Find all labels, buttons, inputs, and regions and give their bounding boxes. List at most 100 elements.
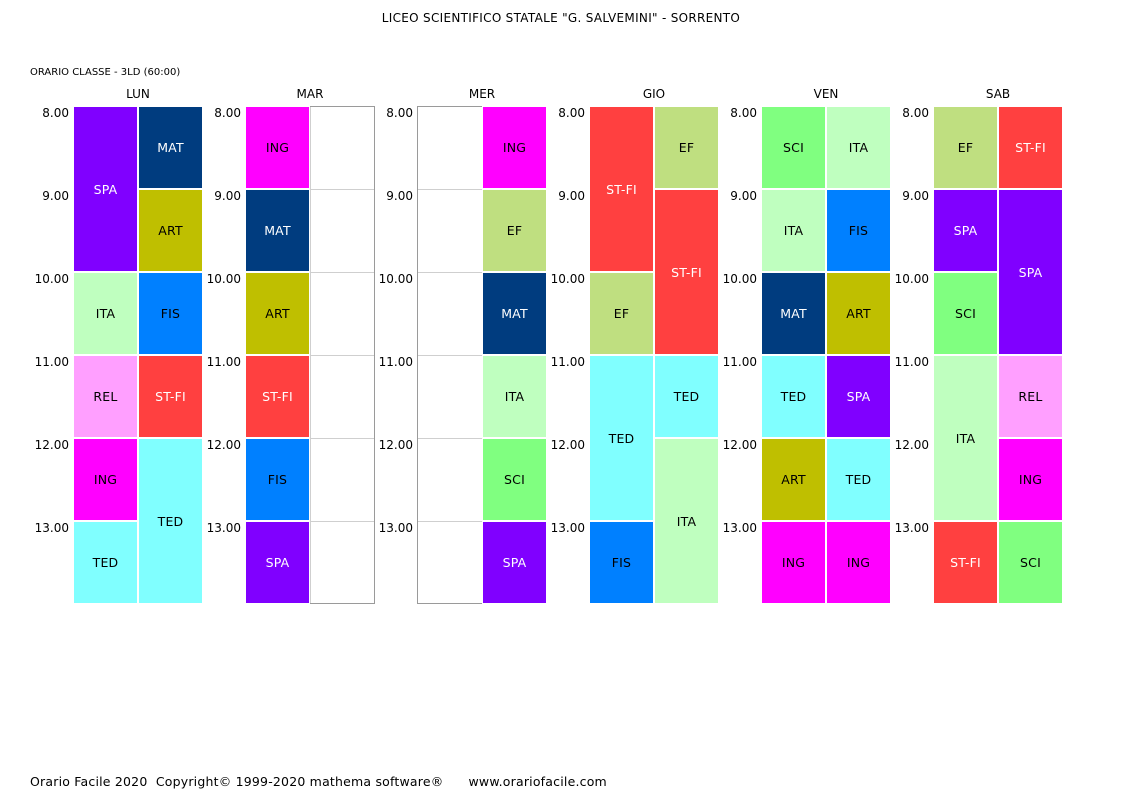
time-label: 8.00 <box>214 106 241 120</box>
day-header-mar: MAR <box>296 87 324 101</box>
time-label: 9.00 <box>42 189 69 203</box>
time-label: 10.00 <box>378 272 413 286</box>
lesson-cell-mat: MAT <box>245 189 310 272</box>
day-header-mer: MER <box>468 87 496 101</box>
lesson-cell-mat: MAT <box>482 272 547 355</box>
lesson-cell-spa: SPA <box>482 521 547 604</box>
lesson-cell-ted: TED <box>826 438 891 521</box>
time-label: 12.00 <box>894 438 929 452</box>
lesson-cell-sci: SCI <box>482 438 547 521</box>
footer-product: Orario Facile 2020 <box>30 774 148 789</box>
time-label: 13.00 <box>550 521 585 535</box>
lesson-cell-ef: EF <box>933 106 998 189</box>
grid-line <box>310 107 311 603</box>
lesson-cell-ita: ITA <box>761 189 826 272</box>
lesson-cell-spa: SPA <box>826 355 891 438</box>
lesson-cell-st-fi: ST-FI <box>654 189 719 355</box>
lesson-cell-ita: ITA <box>482 355 547 438</box>
time-label: 9.00 <box>214 189 241 203</box>
day-header-sab: SAB <box>985 87 1011 101</box>
time-label: 13.00 <box>206 521 241 535</box>
time-label: 12.00 <box>206 438 241 452</box>
lesson-cell-st-fi: ST-FI <box>138 355 203 438</box>
time-label: 13.00 <box>378 521 413 535</box>
lesson-cell-ef: EF <box>654 106 719 189</box>
lesson-cell-sci: SCI <box>998 521 1063 604</box>
time-label: 8.00 <box>386 106 413 120</box>
lesson-cell-ing: ING <box>245 106 310 189</box>
time-label: 11.00 <box>550 355 585 369</box>
lesson-cell-art: ART <box>245 272 310 355</box>
time-label: 11.00 <box>894 355 929 369</box>
time-label: 10.00 <box>894 272 929 286</box>
school-title: LICEO SCIENTIFICO STATALE "G. SALVEMINI"… <box>381 11 741 25</box>
time-label: 13.00 <box>34 521 69 535</box>
time-label: 10.00 <box>722 272 757 286</box>
time-label: 8.00 <box>558 106 585 120</box>
time-label: 9.00 <box>730 189 757 203</box>
lesson-cell-st-fi: ST-FI <box>998 106 1063 189</box>
lesson-cell-st-fi: ST-FI <box>589 106 654 272</box>
lesson-cell-st-fi: ST-FI <box>933 521 998 604</box>
lesson-cell-ing: ING <box>73 438 138 521</box>
lesson-cell-ing: ING <box>826 521 891 604</box>
lesson-cell-mat: MAT <box>761 272 826 355</box>
footer-copyright: Copyright© 1999-2020 mathema software® <box>155 774 444 789</box>
lesson-cell-ef: EF <box>589 272 654 355</box>
lesson-cell-art: ART <box>826 272 891 355</box>
lesson-cell-st-fi: ST-FI <box>245 355 310 438</box>
time-label: 12.00 <box>378 438 413 452</box>
day-header-gio: GIO <box>642 87 666 101</box>
lesson-cell-spa: SPA <box>73 106 138 272</box>
time-label: 11.00 <box>206 355 241 369</box>
day-header-lun: LUN <box>126 87 150 101</box>
lesson-cell-sci: SCI <box>933 272 998 355</box>
day-header-ven: VEN <box>813 87 839 101</box>
time-label: 9.00 <box>558 189 585 203</box>
lesson-cell-ing: ING <box>761 521 826 604</box>
lesson-cell-rel: REL <box>998 355 1063 438</box>
lesson-cell-ted: TED <box>73 521 138 604</box>
time-label: 11.00 <box>722 355 757 369</box>
lesson-cell-fis: FIS <box>245 438 310 521</box>
footer-website[interactable]: www.orariofacile.com <box>468 774 607 789</box>
time-label: 10.00 <box>206 272 241 286</box>
lesson-cell-spa: SPA <box>933 189 998 272</box>
time-label: 12.00 <box>34 438 69 452</box>
lesson-cell-ita: ITA <box>933 355 998 521</box>
lesson-cell-art: ART <box>138 189 203 272</box>
time-label: 9.00 <box>386 189 413 203</box>
time-label: 8.00 <box>42 106 69 120</box>
lesson-cell-ted: TED <box>589 355 654 521</box>
lesson-cell-spa: SPA <box>245 521 310 604</box>
lesson-cell-ita: ITA <box>73 272 138 355</box>
lesson-cell-mat: MAT <box>138 106 203 189</box>
time-label: 12.00 <box>722 438 757 452</box>
lesson-cell-fis: FIS <box>138 272 203 355</box>
time-label: 13.00 <box>722 521 757 535</box>
time-label: 11.00 <box>34 355 69 369</box>
class-label: ORARIO CLASSE - 3LD (60:00) <box>30 67 181 78</box>
time-label: 12.00 <box>550 438 585 452</box>
lesson-cell-ing: ING <box>482 106 547 189</box>
time-label: 8.00 <box>902 106 929 120</box>
lesson-cell-art: ART <box>761 438 826 521</box>
time-label: 8.00 <box>730 106 757 120</box>
lesson-cell-rel: REL <box>73 355 138 438</box>
lesson-cell-fis: FIS <box>589 521 654 604</box>
lesson-cell-ted: TED <box>654 355 719 438</box>
time-label: 13.00 <box>894 521 929 535</box>
footer: Orario Facile 2020 Copyright© 1999-2020 … <box>30 774 607 789</box>
time-label: 10.00 <box>550 272 585 286</box>
lesson-cell-ted: TED <box>761 355 826 438</box>
lesson-cell-ted: TED <box>138 438 203 604</box>
lesson-cell-fis: FIS <box>826 189 891 272</box>
lesson-cell-ita: ITA <box>826 106 891 189</box>
lesson-cell-spa: SPA <box>998 189 1063 355</box>
time-label: 10.00 <box>34 272 69 286</box>
lesson-cell-ita: ITA <box>654 438 719 604</box>
lesson-cell-sci: SCI <box>761 106 826 189</box>
lesson-cell-ef: EF <box>482 189 547 272</box>
lesson-cell-ing: ING <box>998 438 1063 521</box>
time-label: 11.00 <box>378 355 413 369</box>
